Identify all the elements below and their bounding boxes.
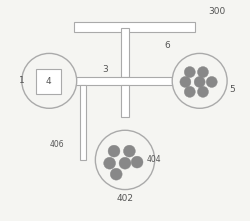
Text: 300: 300 [209,7,226,16]
Text: 4: 4 [46,77,52,86]
Circle shape [119,157,131,169]
Circle shape [124,145,135,157]
Bar [52,77,198,85]
Bar [80,85,86,160]
Circle shape [108,145,120,157]
Text: 402: 402 [116,194,134,203]
Circle shape [198,67,208,78]
Circle shape [180,76,191,88]
Circle shape [172,53,227,108]
Circle shape [194,76,205,88]
Circle shape [184,86,195,97]
Circle shape [131,156,143,168]
Circle shape [184,67,195,78]
Text: 6: 6 [164,41,170,50]
Circle shape [110,168,122,180]
Circle shape [206,76,217,88]
Text: 406: 406 [50,140,64,149]
Text: 404: 404 [147,155,162,164]
Bar [74,22,195,32]
Bar [121,85,129,117]
Circle shape [95,130,155,190]
Text: 1: 1 [19,76,25,85]
Bar [36,69,61,94]
Circle shape [198,86,208,97]
Text: 3: 3 [102,65,108,74]
Bar [121,28,129,77]
Text: 5: 5 [229,85,235,94]
Circle shape [104,157,116,169]
Circle shape [22,53,77,108]
